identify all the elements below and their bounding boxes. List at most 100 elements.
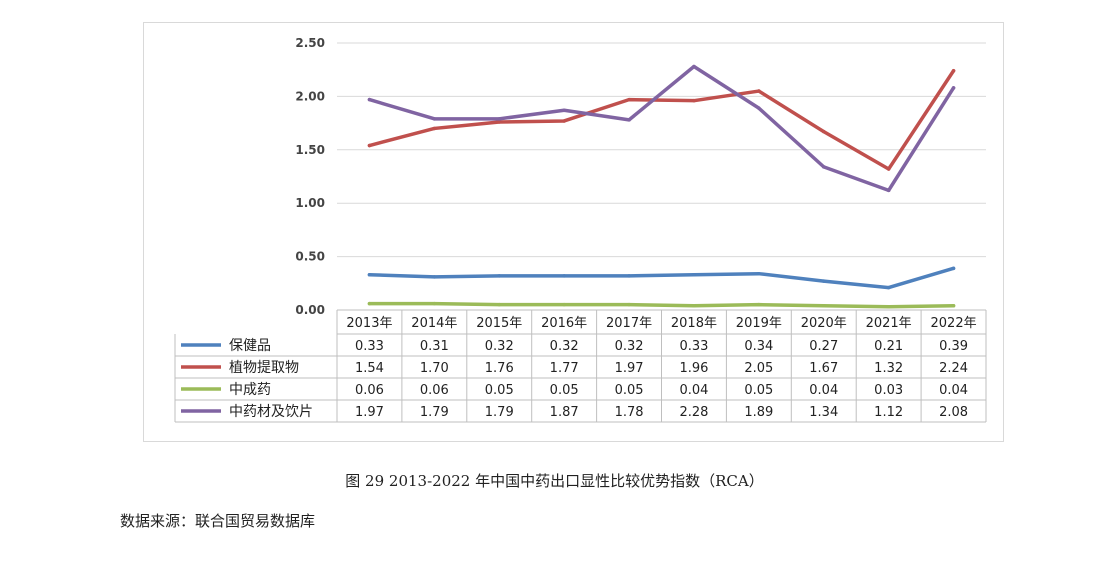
y-tick-label: 1.00 <box>295 196 325 210</box>
data-label: 1.78 <box>615 405 644 420</box>
data-label: 0.03 <box>874 383 903 398</box>
chart-frame: 0.00 0.50 1.00 1.50 2.00 2.50 2013年 2014年 2015年 2… <box>143 22 1004 442</box>
data-point <box>822 165 826 169</box>
data-label: 1.97 <box>355 405 384 420</box>
legend-label: 中成药 <box>229 382 271 398</box>
y-tick-label: 0.00 <box>295 303 325 317</box>
y-tick-label: 2.50 <box>295 36 325 50</box>
data-point <box>367 273 372 277</box>
data-point <box>757 271 761 276</box>
data-label: 0.05 <box>744 383 773 398</box>
data-label: 1.12 <box>874 405 903 420</box>
data-point <box>562 108 566 113</box>
data-label: 1.54 <box>355 361 384 376</box>
data-label: 1.77 <box>550 361 579 376</box>
data-label: 1.76 <box>485 361 514 376</box>
data-label: 1.96 <box>679 361 708 376</box>
data-point <box>692 273 696 277</box>
data-label: 1.87 <box>550 405 579 420</box>
data-point <box>432 117 437 121</box>
data-point <box>951 303 956 308</box>
data-point <box>627 97 631 102</box>
data-point <box>497 120 501 124</box>
legend-label: 保健品 <box>229 338 271 354</box>
data-label: 1.34 <box>809 405 838 420</box>
data-point <box>497 302 501 307</box>
data-point <box>627 118 631 122</box>
x-tick-label: 2021年 <box>866 316 912 331</box>
data-point <box>757 89 761 93</box>
data-label: 2.08 <box>939 405 968 420</box>
data-point <box>562 119 566 123</box>
series-line <box>367 64 956 193</box>
data-label: 0.04 <box>939 383 968 398</box>
data-label: 0.32 <box>615 339 644 354</box>
x-tick-label: 2017年 <box>606 316 652 331</box>
data-point <box>692 98 696 103</box>
data-point <box>367 301 372 306</box>
data-label: 0.06 <box>420 383 449 398</box>
x-tick-label: 2016年 <box>541 316 587 331</box>
line-chart: 0.00 0.50 1.00 1.50 2.00 2.50 2013年 2014年 2015年 2… <box>174 36 987 423</box>
figure-caption: 图 29 2013-2022 年中国中药出口显性比较优势指数（RCA） <box>345 472 764 490</box>
data-point <box>497 117 501 121</box>
data-label: 1.97 <box>615 361 644 376</box>
data-point <box>886 285 891 290</box>
data-label: 0.34 <box>744 339 773 354</box>
data-label: 1.79 <box>485 405 514 420</box>
data-point <box>757 106 761 110</box>
data-label: 0.31 <box>420 339 449 354</box>
data-point <box>822 279 826 283</box>
data-label: 0.06 <box>355 383 384 398</box>
data-point <box>822 129 826 134</box>
data-label: 0.05 <box>550 383 579 398</box>
data-label: 1.70 <box>420 361 449 376</box>
data-label: 0.39 <box>939 339 968 354</box>
data-point <box>951 266 956 271</box>
data-label: 1.79 <box>420 405 449 420</box>
legend-label: 中药材及饮片 <box>229 404 313 420</box>
data-label: 1.32 <box>874 361 903 376</box>
data-label: 0.04 <box>809 383 838 398</box>
data-label: 1.67 <box>809 361 838 376</box>
data-point <box>432 301 437 306</box>
series-line <box>367 266 956 290</box>
data-point <box>757 302 761 307</box>
y-tick-label: 1.50 <box>295 143 325 157</box>
data-label: 0.32 <box>550 339 579 354</box>
data-label: 0.05 <box>615 383 644 398</box>
data-label: 2.24 <box>939 361 968 376</box>
data-label: 0.27 <box>809 339 838 354</box>
data-point <box>432 275 437 279</box>
data-point <box>562 302 566 307</box>
x-tick-label: 2014年 <box>411 316 457 331</box>
data-label: 0.32 <box>485 339 514 354</box>
data-label: 0.33 <box>679 339 708 354</box>
data-label: 1.89 <box>744 405 773 420</box>
data-point <box>886 167 891 171</box>
data-point <box>627 302 631 307</box>
series-line <box>367 69 956 171</box>
x-tick-label: 2018年 <box>671 316 717 331</box>
x-tick-label: 2013年 <box>346 316 392 331</box>
data-label: 2.28 <box>679 405 708 420</box>
data-label: 2.05 <box>744 361 773 376</box>
data-point <box>367 143 372 148</box>
data-point <box>951 86 956 90</box>
x-tick-label: 2019年 <box>736 316 782 331</box>
data-source-note: 数据来源：联合国贸易数据库 <box>120 512 316 530</box>
data-point <box>432 126 437 131</box>
data-point <box>497 274 501 278</box>
x-tick-label: 2022年 <box>931 316 977 331</box>
series-line <box>367 301 956 309</box>
data-label: 0.05 <box>485 383 514 398</box>
data-label: 0.04 <box>679 383 708 398</box>
data-point <box>562 274 566 278</box>
data-point <box>822 303 826 308</box>
data-point <box>692 303 696 308</box>
x-tick-label: 2015年 <box>476 316 522 331</box>
data-point <box>367 97 372 102</box>
y-tick-label: 2.00 <box>295 89 325 103</box>
data-point <box>886 188 891 193</box>
data-point <box>692 64 696 69</box>
